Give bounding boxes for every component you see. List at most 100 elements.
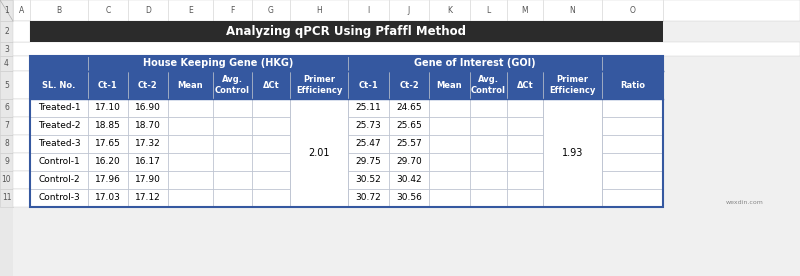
Bar [389, 135, 429, 153]
Bar [429, 135, 470, 153]
Bar [88, 135, 128, 153]
Bar [13, 71, 30, 99]
Bar [429, 171, 470, 189]
Bar [168, 99, 213, 117]
Text: G: G [268, 6, 274, 15]
Text: 17.65: 17.65 [95, 139, 121, 148]
Text: Ct-1: Ct-1 [358, 81, 378, 89]
Text: Treated-2: Treated-2 [38, 121, 80, 131]
Bar [88, 171, 128, 189]
Text: 17.10: 17.10 [95, 104, 121, 113]
Bar [128, 135, 168, 153]
Text: Treated-1: Treated-1 [38, 104, 80, 113]
Bar [128, 171, 168, 189]
Bar [429, 99, 470, 117]
Text: A: A [19, 6, 24, 15]
Bar [0, 189, 13, 207]
Bar [470, 189, 507, 207]
Bar [213, 171, 252, 189]
Bar [348, 71, 389, 99]
Bar [13, 189, 30, 207]
Bar [13, 0, 800, 21]
Bar [0, 21, 13, 42]
Text: Mean: Mean [437, 81, 462, 89]
Bar [348, 171, 389, 189]
Bar [252, 0, 290, 21]
Text: 25.73: 25.73 [356, 121, 382, 131]
Text: I: I [367, 6, 370, 15]
Bar [30, 117, 88, 135]
Text: wexdin.com: wexdin.com [726, 200, 764, 205]
Text: 16.20: 16.20 [95, 158, 121, 166]
Bar [389, 99, 429, 117]
Bar [348, 135, 389, 153]
Text: Ct-2: Ct-2 [138, 81, 158, 89]
Text: K: K [447, 6, 452, 15]
Bar [429, 189, 470, 207]
Bar [470, 135, 507, 153]
Text: 9: 9 [4, 158, 9, 166]
Bar [88, 153, 128, 171]
Text: 29.75: 29.75 [356, 158, 382, 166]
Text: Mean: Mean [178, 81, 203, 89]
Text: Control-3: Control-3 [38, 193, 80, 203]
Bar [507, 135, 543, 153]
Text: SL. No.: SL. No. [42, 81, 76, 89]
Text: B: B [57, 6, 62, 15]
Bar [252, 189, 290, 207]
Bar [128, 153, 168, 171]
Text: 1: 1 [4, 6, 9, 15]
Bar [30, 56, 663, 207]
Bar [128, 189, 168, 207]
Bar [168, 189, 213, 207]
Text: C: C [106, 6, 110, 15]
Text: J: J [408, 6, 410, 15]
Text: 5: 5 [4, 81, 9, 89]
Bar [389, 71, 429, 99]
Bar [602, 99, 663, 117]
Text: Ratio: Ratio [620, 81, 645, 89]
Bar [389, 171, 429, 189]
Text: 30.42: 30.42 [396, 176, 422, 184]
Text: 30.72: 30.72 [356, 193, 382, 203]
Bar [252, 171, 290, 189]
Bar [252, 99, 290, 117]
Text: 6: 6 [4, 104, 9, 113]
Bar [213, 153, 252, 171]
Text: Ct-2: Ct-2 [399, 81, 419, 89]
Bar [507, 189, 543, 207]
Text: 17.03: 17.03 [95, 193, 121, 203]
Bar [602, 56, 663, 71]
Bar [13, 42, 800, 56]
Bar [30, 99, 88, 117]
Bar [0, 71, 13, 99]
Bar [429, 71, 470, 99]
Bar [30, 56, 88, 71]
Text: M: M [522, 6, 528, 15]
Bar [429, 153, 470, 171]
Bar [168, 135, 213, 153]
Text: 2.01: 2.01 [308, 148, 330, 158]
Text: 25.57: 25.57 [396, 139, 422, 148]
Bar [507, 71, 543, 99]
Bar [30, 153, 88, 171]
Bar [470, 171, 507, 189]
Bar [13, 153, 30, 171]
Bar [290, 0, 348, 21]
Bar [13, 99, 30, 117]
Bar [348, 189, 389, 207]
Bar [128, 71, 168, 99]
Text: 25.47: 25.47 [356, 139, 382, 148]
Text: 2: 2 [4, 27, 9, 36]
Bar [507, 117, 543, 135]
Text: L: L [486, 6, 490, 15]
Text: 29.70: 29.70 [396, 158, 422, 166]
Bar [470, 117, 507, 135]
Bar [348, 56, 602, 71]
Bar [602, 153, 663, 171]
Bar [389, 0, 429, 21]
Bar [0, 0, 800, 21]
Bar [348, 153, 389, 171]
Bar [602, 171, 663, 189]
Bar [252, 71, 290, 99]
